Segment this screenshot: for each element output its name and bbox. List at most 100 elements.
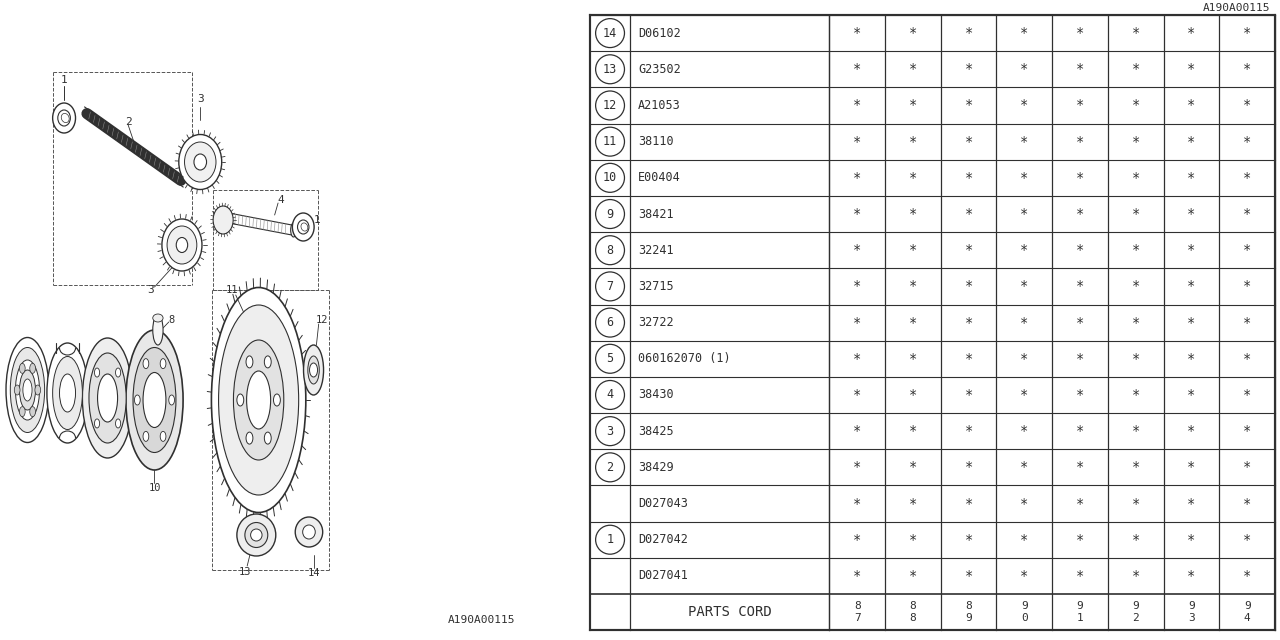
Ellipse shape <box>179 134 221 189</box>
Text: *: * <box>1076 569 1084 583</box>
Text: A21053: A21053 <box>637 99 681 112</box>
Text: 10: 10 <box>603 172 617 184</box>
Circle shape <box>246 432 253 444</box>
Text: 5: 5 <box>607 352 613 365</box>
Text: *: * <box>1188 532 1196 547</box>
Text: 13: 13 <box>603 63 617 76</box>
Text: *: * <box>964 26 973 40</box>
Text: D027041: D027041 <box>637 570 687 582</box>
Text: *: * <box>1188 388 1196 402</box>
Text: *: * <box>964 497 973 511</box>
Circle shape <box>115 368 120 377</box>
Text: *: * <box>1076 532 1084 547</box>
Text: *: * <box>1188 460 1196 474</box>
Text: *: * <box>852 243 861 257</box>
Text: *: * <box>1020 460 1029 474</box>
Text: *: * <box>964 243 973 257</box>
Text: *: * <box>1020 532 1029 547</box>
Ellipse shape <box>143 372 166 428</box>
Text: 12: 12 <box>315 315 328 325</box>
Text: *: * <box>909 352 918 366</box>
Text: *: * <box>1188 352 1196 366</box>
Text: *: * <box>1132 99 1140 113</box>
Ellipse shape <box>58 110 70 126</box>
Circle shape <box>19 406 26 417</box>
Text: *: * <box>909 171 918 185</box>
Text: *: * <box>1076 62 1084 76</box>
Ellipse shape <box>184 142 216 182</box>
Text: 8: 8 <box>169 315 175 325</box>
Ellipse shape <box>152 315 163 345</box>
Text: *: * <box>852 424 861 438</box>
Text: *: * <box>1188 26 1196 40</box>
Text: *: * <box>852 207 861 221</box>
Text: *: * <box>909 532 918 547</box>
Circle shape <box>310 363 317 377</box>
Text: 2: 2 <box>124 117 132 127</box>
Text: 9
4: 9 4 <box>1244 601 1251 623</box>
Text: 2: 2 <box>607 461 613 474</box>
Ellipse shape <box>152 314 163 322</box>
Ellipse shape <box>19 370 36 410</box>
Text: *: * <box>1132 316 1140 330</box>
Ellipse shape <box>214 206 233 234</box>
Ellipse shape <box>301 223 307 231</box>
Text: 4: 4 <box>276 195 284 205</box>
Ellipse shape <box>133 348 175 452</box>
Text: *: * <box>1188 424 1196 438</box>
Circle shape <box>274 394 280 406</box>
Text: 9: 9 <box>607 207 613 221</box>
Text: 1: 1 <box>607 533 613 546</box>
Ellipse shape <box>251 529 262 541</box>
Text: *: * <box>909 280 918 293</box>
Ellipse shape <box>177 237 188 253</box>
Text: *: * <box>1020 207 1029 221</box>
Ellipse shape <box>244 522 268 547</box>
Circle shape <box>29 406 36 417</box>
Ellipse shape <box>303 345 324 395</box>
Text: *: * <box>1243 532 1252 547</box>
Ellipse shape <box>6 337 49 442</box>
Text: 32715: 32715 <box>637 280 673 293</box>
Text: *: * <box>852 99 861 113</box>
Circle shape <box>160 358 166 369</box>
Text: *: * <box>1020 316 1029 330</box>
Text: *: * <box>1076 352 1084 366</box>
Text: 7: 7 <box>90 357 96 367</box>
Text: 8
9: 8 9 <box>965 601 972 623</box>
Text: *: * <box>909 388 918 402</box>
Text: PARTS CORD: PARTS CORD <box>687 605 772 619</box>
Text: *: * <box>1132 532 1140 547</box>
Ellipse shape <box>10 348 45 433</box>
Text: 9
0: 9 0 <box>1021 601 1028 623</box>
Text: *: * <box>1188 243 1196 257</box>
Ellipse shape <box>296 517 323 547</box>
Text: *: * <box>964 62 973 76</box>
Text: *: * <box>1188 171 1196 185</box>
Text: *: * <box>1076 99 1084 113</box>
Ellipse shape <box>15 360 40 420</box>
Ellipse shape <box>219 305 298 495</box>
Text: *: * <box>1076 316 1084 330</box>
Ellipse shape <box>302 525 315 539</box>
Circle shape <box>160 431 166 442</box>
Text: 38429: 38429 <box>637 461 673 474</box>
Ellipse shape <box>59 374 76 412</box>
Text: *: * <box>1188 62 1196 76</box>
Text: *: * <box>1020 424 1029 438</box>
Text: *: * <box>1020 134 1029 148</box>
Text: 8
7: 8 7 <box>854 601 860 623</box>
Text: *: * <box>964 460 973 474</box>
Text: *: * <box>964 352 973 366</box>
Text: 060162070 (1): 060162070 (1) <box>637 352 731 365</box>
Ellipse shape <box>47 343 88 443</box>
Text: *: * <box>1132 424 1140 438</box>
Text: *: * <box>1243 388 1252 402</box>
Circle shape <box>29 364 36 373</box>
Text: *: * <box>1132 497 1140 511</box>
Text: 11: 11 <box>225 285 238 295</box>
Text: *: * <box>1188 316 1196 330</box>
Text: A190A00115: A190A00115 <box>448 615 515 625</box>
Ellipse shape <box>90 353 127 443</box>
Text: 8: 8 <box>607 244 613 257</box>
